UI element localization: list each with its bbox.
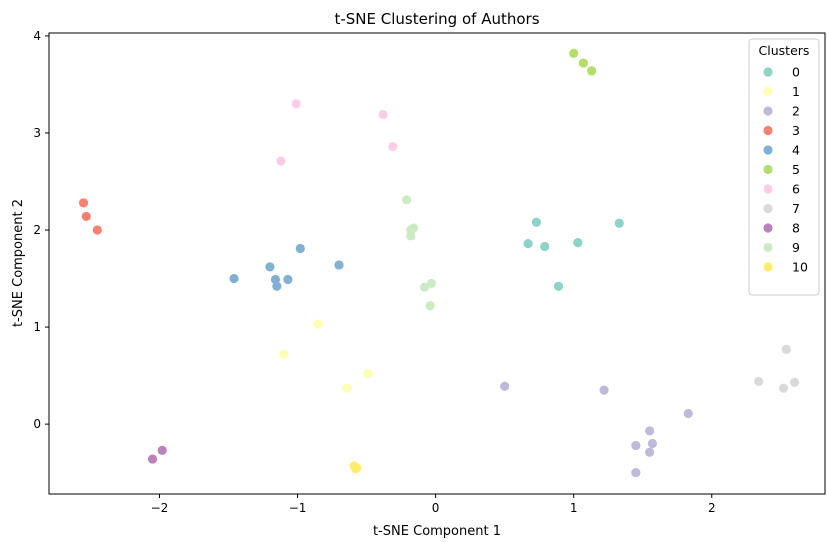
- cluster-4-point: [334, 260, 344, 270]
- x-tick-label: −1: [289, 501, 307, 515]
- cluster-1-point: [279, 349, 289, 359]
- cluster-0-point: [553, 281, 564, 291]
- legend-marker-2: [763, 106, 773, 116]
- cluster-5-point: [587, 66, 597, 76]
- legend-marker-8: [763, 223, 773, 233]
- y-tick-label: 2: [33, 223, 41, 237]
- y-tick-label: 4: [33, 29, 41, 43]
- cluster-2-point: [645, 426, 655, 436]
- x-tick-label: 1: [570, 501, 578, 515]
- cluster-9-point: [419, 282, 430, 292]
- legend-label-4: 4: [792, 143, 800, 158]
- cluster-2-point: [599, 385, 609, 395]
- legend-marker-4: [763, 145, 773, 155]
- legend-marker-0: [763, 67, 773, 77]
- cluster-5-point: [578, 58, 588, 68]
- plot-area-frame: [48, 32, 826, 495]
- cluster-1-point: [363, 369, 373, 379]
- cluster-8-point: [157, 445, 167, 455]
- chart-title: t-SNE Clustering of Authors: [334, 10, 539, 28]
- y-tick-label: 0: [33, 417, 41, 431]
- legend-label-3: 3: [792, 123, 800, 138]
- y-axis-title: t-SNE Component 2: [11, 199, 26, 327]
- legend-marker-7: [763, 203, 773, 214]
- cluster-0-point: [531, 217, 542, 227]
- cluster-9-point: [402, 195, 412, 205]
- cluster-6-point: [291, 99, 301, 109]
- cluster-4-point: [295, 243, 305, 254]
- cluster-2-point: [645, 447, 655, 457]
- cluster-7-point: [778, 383, 789, 393]
- cluster-3-point: [78, 198, 89, 208]
- x-tick-label: 0: [432, 501, 440, 515]
- legend-marker-5: [763, 164, 773, 175]
- cluster-1-point: [342, 383, 352, 393]
- cluster-2-point: [683, 408, 693, 419]
- cluster-0-point: [523, 239, 533, 249]
- legend-marker-9: [763, 242, 773, 253]
- x-tick-label: 2: [708, 501, 716, 515]
- cluster-8-point: [147, 454, 158, 464]
- cluster-7-point: [790, 377, 800, 387]
- legend-box: [748, 38, 820, 296]
- cluster-7-point: [754, 376, 764, 387]
- legend-items: 0 1 2 3 4 5 6 7 8 9 10: [763, 65, 808, 275]
- cluster-4-point: [272, 281, 282, 291]
- legend-title: Clusters: [759, 43, 810, 58]
- legend-label-0: 0: [792, 65, 800, 80]
- cluster-9-point: [425, 301, 435, 311]
- cluster-0-point: [614, 218, 624, 228]
- cluster-6-point: [276, 156, 286, 166]
- cluster-2-point: [631, 468, 641, 478]
- cluster-6-point: [388, 141, 398, 152]
- legend-label-2: 2: [792, 104, 800, 119]
- legend-label-6: 6: [792, 182, 800, 197]
- legend-label-1: 1: [792, 84, 800, 99]
- cluster-9-point: [426, 278, 437, 288]
- cluster-7-point: [781, 344, 791, 354]
- y-tick-label: 3: [33, 126, 41, 140]
- legend: Clusters 0 1 2 3 4 5 6 7 8 9 10: [748, 38, 820, 296]
- cluster-6-point: [378, 109, 388, 120]
- cluster-3-point: [92, 225, 102, 235]
- x-tick-label: −2: [151, 501, 169, 515]
- cluster-3-point: [81, 211, 91, 222]
- cluster-10-point: [352, 463, 362, 473]
- legend-marker-1: [763, 86, 773, 97]
- cluster-2-point: [647, 438, 658, 449]
- cluster-9-point: [406, 231, 416, 241]
- axis-ticks: −2 −1 0 1 2 0 1 2 3 4: [33, 29, 715, 515]
- legend-label-8: 8: [792, 221, 800, 236]
- x-axis-title: t-SNE Component 1: [373, 524, 501, 539]
- cluster-4-point: [229, 273, 239, 284]
- legend-marker-6: [763, 184, 773, 194]
- legend-label-9: 9: [792, 240, 800, 255]
- legend-marker-3: [763, 125, 773, 136]
- cluster-0-point: [540, 241, 550, 252]
- legend-label-10: 10: [792, 260, 808, 275]
- cluster-4-point: [283, 274, 293, 285]
- legend-marker-10: [763, 262, 773, 272]
- legend-label-5: 5: [792, 162, 800, 177]
- legend-label-7: 7: [792, 201, 800, 216]
- y-tick-label: 1: [33, 320, 41, 334]
- cluster-5-point: [569, 48, 579, 58]
- cluster-4-point: [265, 262, 275, 272]
- cluster-1-point: [313, 319, 323, 329]
- cluster-2-point: [631, 440, 641, 451]
- cluster-0-point: [573, 238, 583, 248]
- data-points: [78, 48, 800, 478]
- cluster-2-point: [500, 381, 510, 391]
